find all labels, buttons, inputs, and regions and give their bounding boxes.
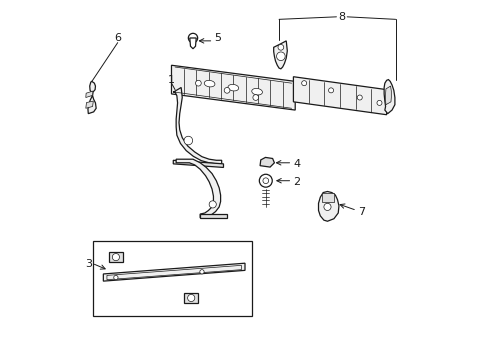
Circle shape (329, 88, 334, 93)
Polygon shape (322, 193, 334, 202)
Circle shape (278, 44, 284, 50)
Polygon shape (86, 91, 93, 98)
Text: 1: 1 (168, 75, 175, 85)
Text: 4: 4 (294, 159, 300, 169)
Polygon shape (173, 87, 221, 164)
Polygon shape (93, 241, 252, 316)
Circle shape (188, 294, 195, 302)
Circle shape (188, 33, 197, 42)
Ellipse shape (204, 80, 215, 87)
Polygon shape (173, 160, 223, 167)
Circle shape (253, 95, 259, 100)
Polygon shape (184, 293, 198, 303)
Text: 3: 3 (85, 259, 93, 269)
Circle shape (302, 81, 307, 86)
Circle shape (209, 201, 216, 208)
Polygon shape (260, 157, 274, 167)
Circle shape (112, 253, 120, 261)
Circle shape (357, 95, 362, 100)
Circle shape (114, 275, 118, 280)
Polygon shape (294, 77, 387, 115)
Circle shape (224, 87, 230, 93)
Circle shape (184, 136, 193, 145)
Circle shape (324, 203, 331, 211)
Circle shape (263, 178, 269, 184)
Text: 7: 7 (358, 207, 365, 217)
Polygon shape (176, 159, 220, 218)
Polygon shape (274, 41, 287, 69)
Text: 6: 6 (114, 33, 121, 43)
Polygon shape (384, 80, 395, 114)
Circle shape (200, 270, 204, 274)
Circle shape (276, 52, 285, 60)
Polygon shape (86, 101, 93, 108)
Polygon shape (88, 81, 96, 114)
Text: 8: 8 (338, 12, 345, 22)
Polygon shape (318, 192, 339, 221)
Circle shape (259, 174, 272, 187)
Text: 5: 5 (215, 33, 221, 43)
Polygon shape (386, 86, 392, 105)
Circle shape (377, 100, 382, 105)
Polygon shape (200, 214, 227, 218)
Ellipse shape (252, 89, 263, 95)
Polygon shape (190, 38, 196, 49)
Text: 2: 2 (294, 177, 300, 187)
Circle shape (196, 80, 201, 86)
Polygon shape (103, 263, 245, 281)
Polygon shape (109, 252, 123, 262)
Polygon shape (172, 65, 295, 110)
Ellipse shape (228, 84, 239, 91)
